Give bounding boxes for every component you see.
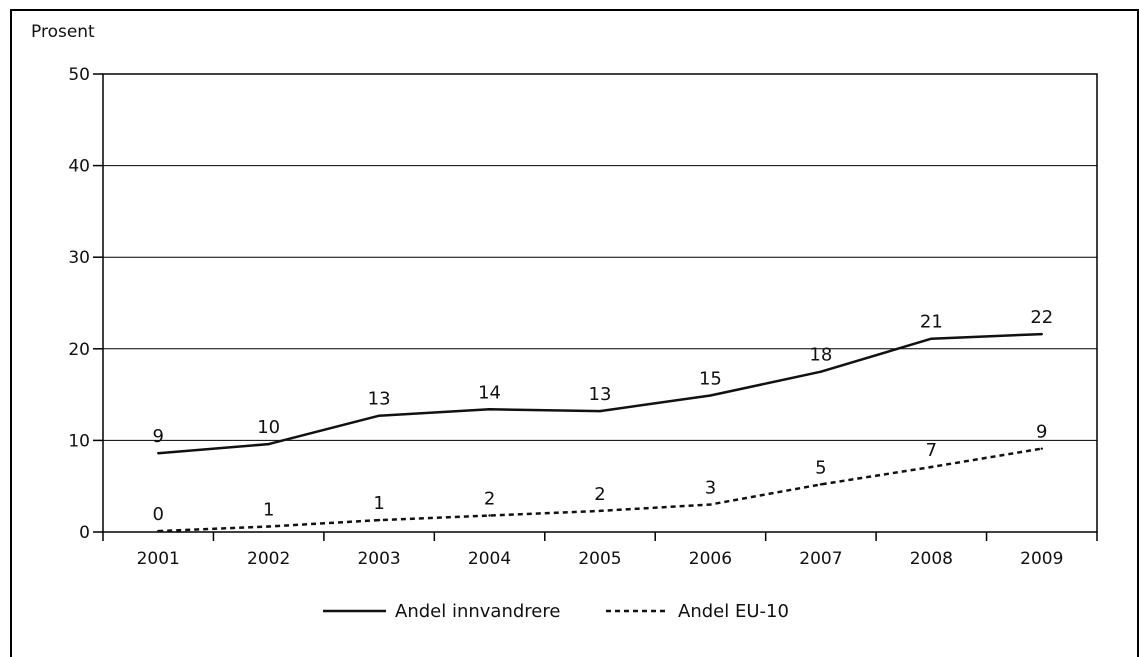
data-label: 5	[815, 457, 826, 478]
x-tick-label: 2006	[689, 549, 732, 569]
data-label: 13	[368, 389, 391, 410]
y-tick-label: 0	[79, 523, 90, 543]
data-label: 7	[926, 440, 937, 461]
data-label: 10	[257, 417, 280, 438]
data-label: 2	[484, 489, 495, 510]
data-point	[377, 414, 381, 417]
data-point	[157, 452, 160, 455]
y-tick-label: 30	[68, 248, 90, 268]
x-tick-label: 2003	[357, 549, 400, 569]
data-point	[930, 465, 933, 469]
y-axis: 0 10 20 30 40 50	[68, 65, 103, 543]
data-point	[709, 394, 712, 397]
data-label: 1	[373, 493, 384, 514]
x-tick-label: 2008	[910, 549, 953, 569]
data-point	[598, 509, 602, 513]
data-point	[598, 409, 602, 413]
x-tick-label: 2009	[1020, 549, 1063, 569]
data-point	[930, 337, 933, 340]
x-tick-label: 2002	[247, 549, 290, 569]
y-tick-label: 20	[68, 340, 90, 360]
data-point	[709, 503, 712, 506]
data-point	[157, 529, 160, 533]
data-point	[819, 370, 823, 373]
data-label: 3	[705, 478, 716, 499]
data-label: 21	[920, 312, 943, 333]
data-point	[377, 518, 381, 522]
data-label: 1	[263, 500, 274, 521]
data-label: 2	[594, 484, 605, 505]
y-tick-label: 10	[68, 431, 90, 451]
data-point	[267, 525, 270, 528]
data-label: 15	[699, 369, 722, 390]
y-tick-label: 50	[68, 65, 90, 85]
data-label: 9	[1036, 422, 1047, 443]
data-label: 0	[152, 504, 163, 525]
data-point	[488, 514, 491, 517]
legend: Andel innvandrere Andel EU-10	[323, 601, 789, 622]
data-label: 18	[809, 345, 832, 366]
x-tick-label: 2007	[799, 549, 842, 569]
x-tick-label: 2001	[137, 549, 180, 569]
data-label: 14	[478, 382, 501, 403]
y-tick-label: 40	[68, 157, 90, 177]
data-label: 13	[589, 384, 612, 405]
y-axis-label: Prosent	[31, 22, 95, 42]
data-point	[267, 442, 270, 446]
legend-label: Andel EU-10	[678, 601, 789, 622]
data-point	[819, 483, 823, 486]
grid-lines	[103, 165, 1097, 441]
data-label: 22	[1030, 307, 1053, 328]
data-label: 9	[152, 426, 163, 447]
x-tick-label: 2004	[468, 549, 511, 569]
plot-area	[102, 73, 1098, 533]
x-tick-label: 2005	[578, 549, 621, 569]
chart-frame	[10, 9, 1139, 657]
x-axis: 2001 2002 2003 2004 2005 2006 2007 2008 2009	[102, 532, 1098, 569]
data-point	[488, 408, 491, 411]
legend-label: Andel innvandrere	[395, 601, 560, 622]
data-point	[1040, 447, 1043, 450]
data-point	[1040, 332, 1043, 336]
